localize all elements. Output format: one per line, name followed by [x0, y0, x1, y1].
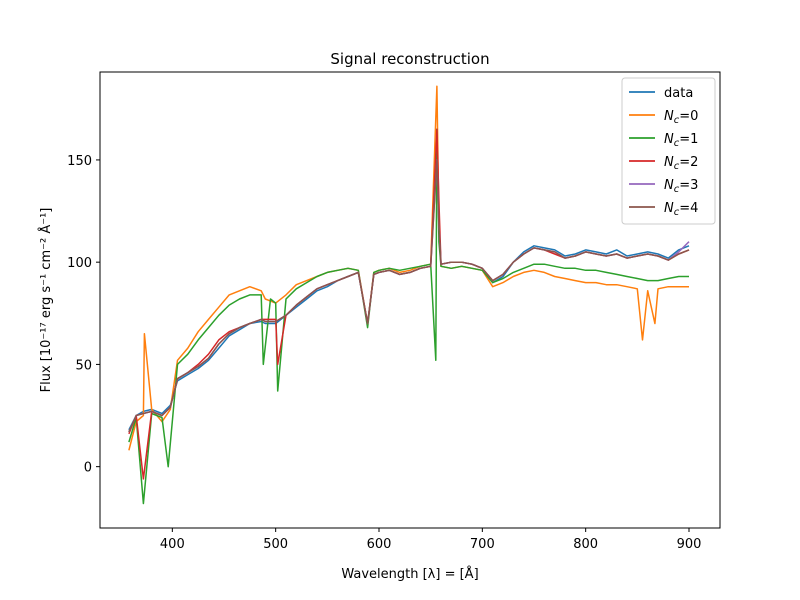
- x-tick-label: 900: [677, 537, 702, 552]
- legend-label: Nc=1: [664, 132, 698, 149]
- x-tick-label: 600: [367, 537, 392, 552]
- series-line-5: [128, 159, 690, 433]
- y-axis-ticks: 0 50 100 150: [67, 154, 100, 476]
- legend: data Nc=0 Nc=1 Nc=2 Nc=3 Nc=4: [621, 77, 716, 225]
- series-layer: [128, 85, 690, 505]
- x-axis-ticks: 400 500 600 700 800 900: [160, 528, 701, 552]
- x-tick-label: 400: [160, 537, 185, 552]
- x-tick-label: 500: [263, 537, 288, 552]
- series-line-2: [128, 128, 689, 505]
- x-axis-label: Wavelength [λ] = [Å]: [341, 566, 478, 582]
- x-tick-label: 800: [573, 537, 598, 552]
- y-tick-label: 50: [75, 358, 92, 373]
- y-axis-label: Flux [10⁻¹⁷ erg s⁻¹ cm⁻² Å⁻¹]: [38, 208, 54, 393]
- series-line-1: [128, 85, 689, 451]
- x-tick-label: 700: [470, 537, 495, 552]
- legend-label: data: [664, 86, 693, 101]
- legend-label: Nc=4: [664, 201, 698, 218]
- legend-label: Nc=3: [664, 178, 698, 195]
- plot-frame: [99, 71, 721, 529]
- legend-label: Nc=2: [664, 155, 698, 172]
- legend-label: Nc=0: [664, 109, 698, 126]
- chart-title: Signal reconstruction: [330, 50, 489, 68]
- y-tick-label: 100: [67, 256, 92, 271]
- y-tick-label: 150: [67, 154, 92, 169]
- y-tick-label: 0: [84, 461, 92, 476]
- plot-area: [99, 71, 721, 529]
